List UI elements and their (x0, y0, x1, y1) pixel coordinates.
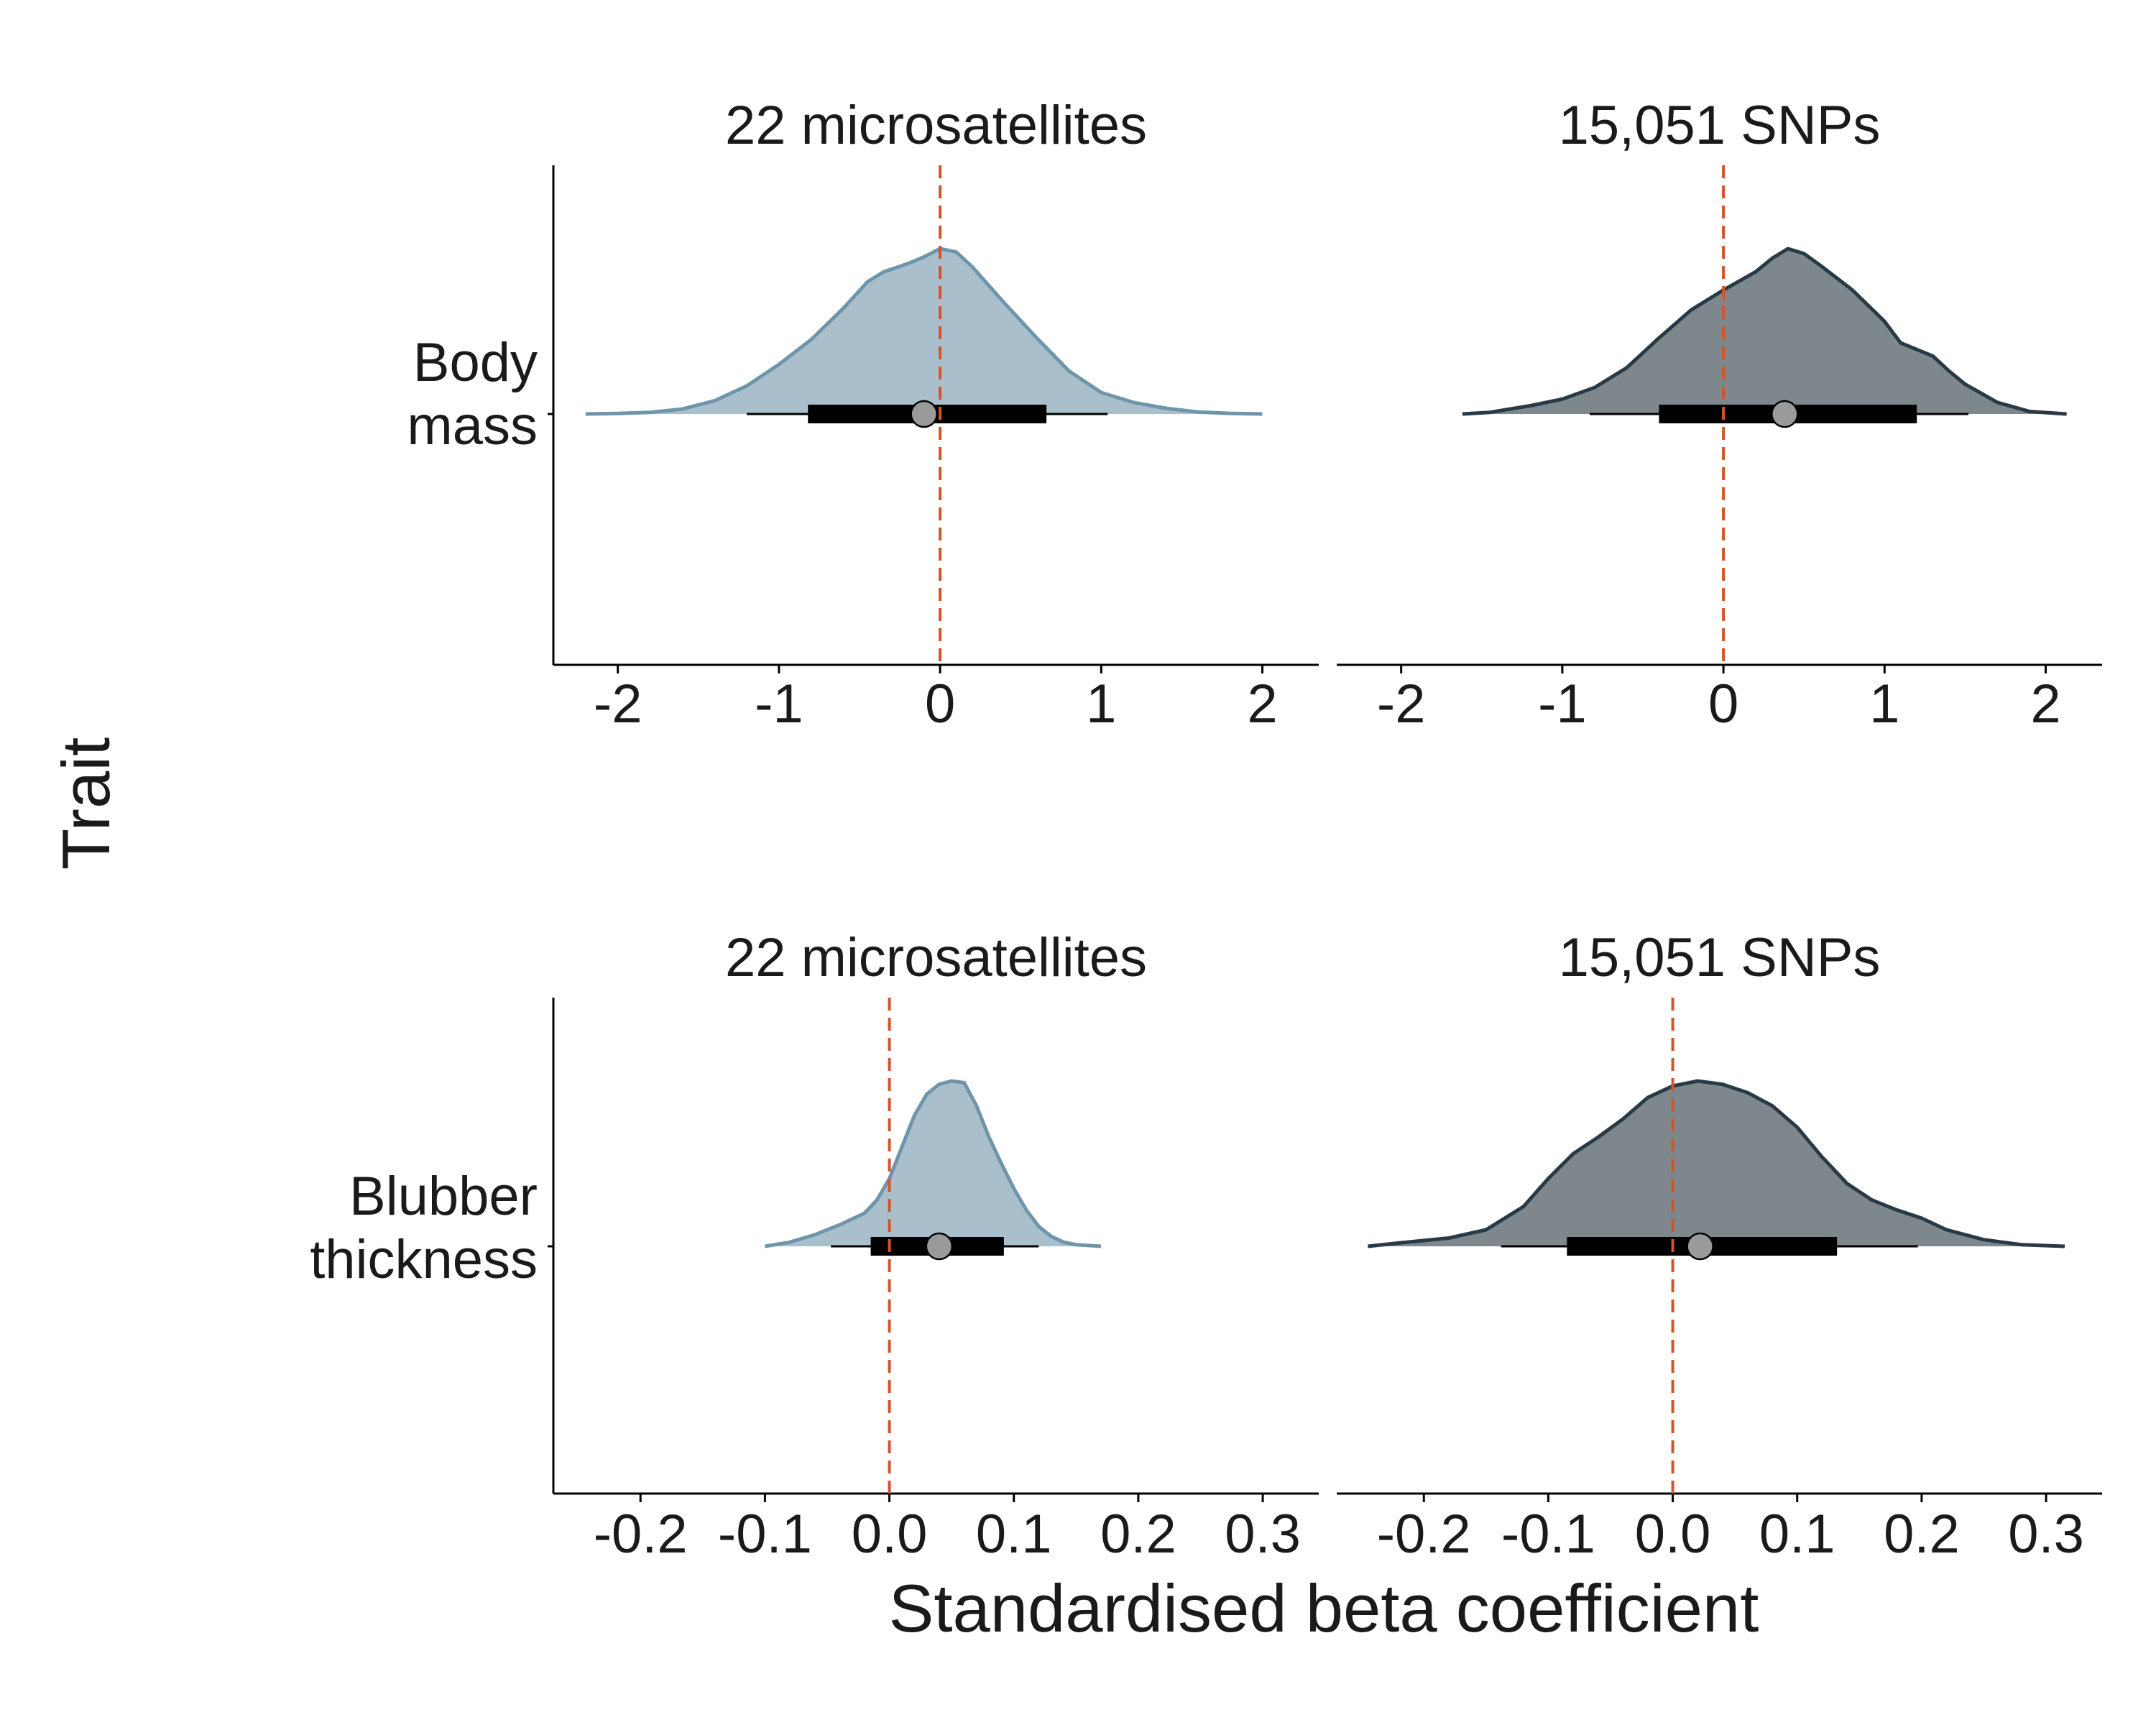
x-tick-label: 0.0 (852, 1504, 928, 1565)
panel-title: 15,051 SNPs (1559, 927, 1881, 988)
x-tick-label: 1 (1869, 673, 1899, 735)
density-area (1368, 1081, 2065, 1246)
x-tick-label: 0.1 (1759, 1504, 1835, 1565)
panel-title: 15,051 SNPs (1559, 95, 1881, 156)
panel-title: 22 microsatellites (725, 927, 1147, 988)
density-outline (764, 1079, 1102, 1248)
x-tick-label: 0.2 (1884, 1504, 1960, 1565)
x-tick-label: 0.0 (1635, 1504, 1711, 1565)
density-area (765, 1081, 1101, 1246)
x-tick-label: 0.2 (1100, 1504, 1176, 1565)
x-tick-label: -0.2 (594, 1504, 688, 1565)
median-point (1686, 1232, 1714, 1261)
x-tick-label: 0.3 (1225, 1504, 1301, 1565)
x-tick-label: 0 (925, 673, 955, 735)
panel: 15,051 SNPs -0.2 -0.1 0.0 0.1 0.2 0.3 (1337, 927, 2102, 1565)
median-point (1771, 400, 1799, 428)
x-tick-label: -2 (1377, 673, 1426, 735)
x-tick-label: -0.2 (1377, 1504, 1471, 1565)
x-tick-label: -0.1 (718, 1504, 812, 1565)
panel: 15,051 SNPs -2 -1 0 1 2 (1337, 95, 2102, 735)
density-outline (1368, 1079, 2065, 1248)
x-tick-label: -1 (1538, 673, 1587, 735)
x-tick-label: 2 (2030, 673, 2060, 735)
x-axis-title: Standardised beta coefficient (889, 1570, 1759, 1646)
y-axis-title: Trait (48, 737, 124, 870)
density-area (585, 249, 1263, 414)
median-point (910, 400, 938, 428)
density-outline (1462, 247, 2067, 416)
x-tick-label: -0.1 (1501, 1504, 1595, 1565)
x-tick-label: 0.3 (2008, 1504, 2084, 1565)
x-tick-label: -1 (755, 673, 803, 735)
trait-label: Blubber thickness (310, 1166, 538, 1290)
x-tick-label: 0.1 (976, 1504, 1052, 1565)
panel-title: 22 microsatellites (725, 95, 1147, 156)
median-point (925, 1232, 954, 1261)
x-tick-label: -2 (594, 673, 642, 735)
density-outline (585, 247, 1263, 416)
x-tick-label: 2 (1247, 673, 1277, 735)
x-tick-label: 0 (1708, 673, 1738, 735)
panel: 22 microsatellites -0.2 -0.1 0.0 0.1 0.2 0.3 (553, 927, 1319, 1565)
x-tick-label: 1 (1086, 673, 1116, 735)
panel: 22 microsatellites -2 -1 0 1 2 (553, 95, 1319, 735)
density-area (1462, 249, 2067, 414)
trait-label: Body mass (407, 332, 538, 456)
